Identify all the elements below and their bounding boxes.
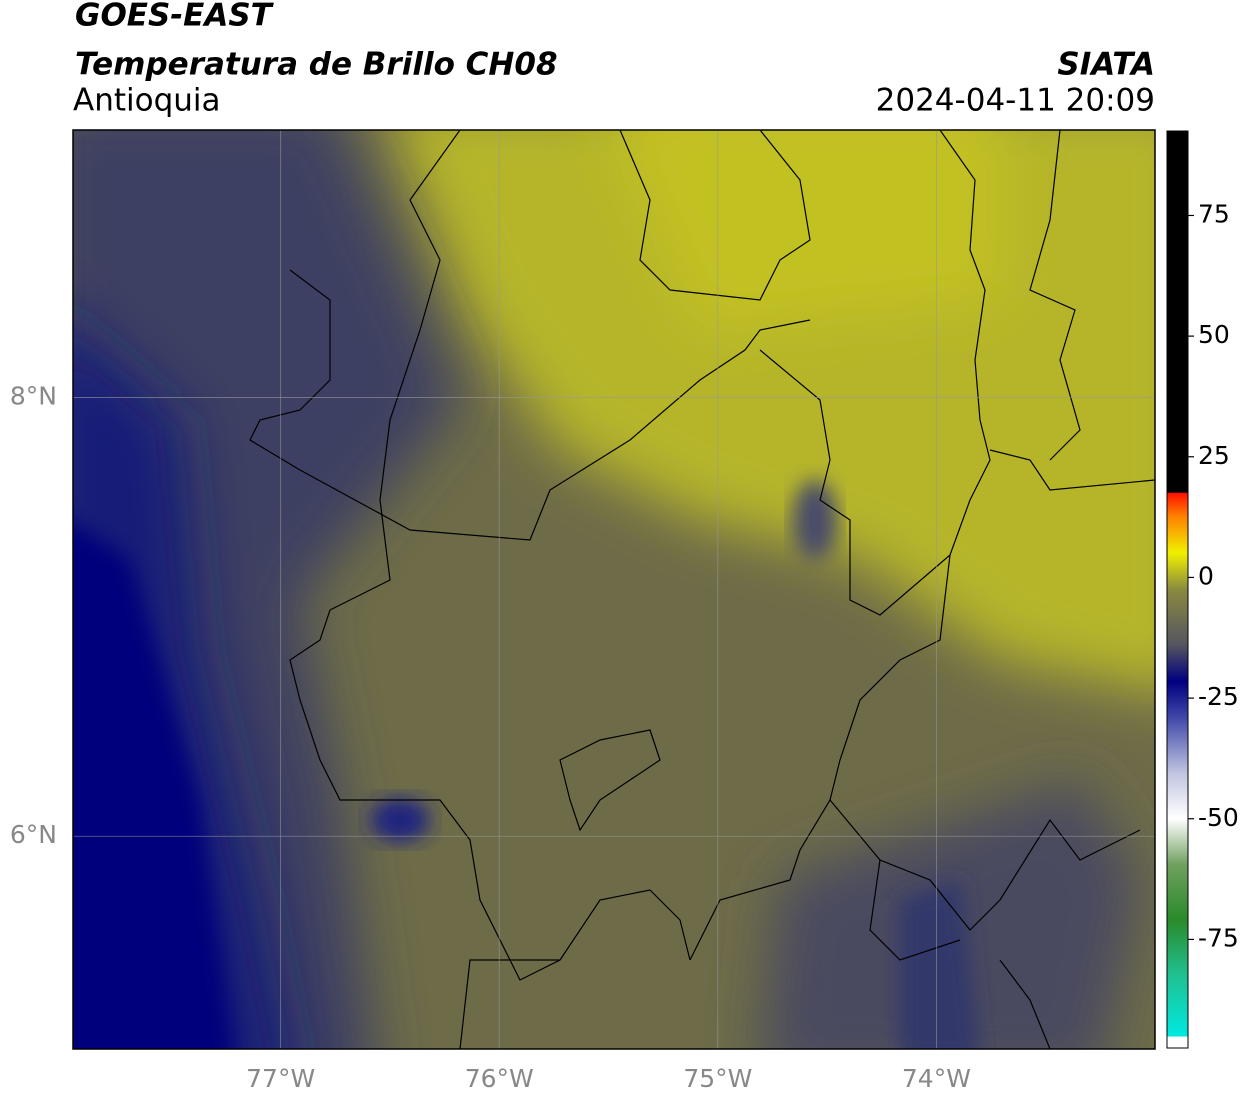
y-tick-label: 6°N bbox=[10, 820, 57, 849]
colorbar-tick-label: 50 bbox=[1198, 320, 1230, 349]
x-tick-label: 75°W bbox=[683, 1064, 752, 1093]
colorbar-tick-label: -75 bbox=[1198, 923, 1239, 952]
map-frame bbox=[72, 129, 1156, 1050]
colorbar-tick-label: -50 bbox=[1198, 803, 1239, 832]
colorbar-tick-label: -25 bbox=[1198, 682, 1239, 711]
map-image bbox=[73, 130, 1155, 1049]
colorbar-tick-label: 0 bbox=[1198, 561, 1214, 590]
timestamp: 2024-04-11 20:09 bbox=[876, 83, 1155, 119]
colorbar bbox=[1166, 130, 1189, 1049]
region: Antioquia bbox=[73, 83, 221, 119]
x-tick-label: 77°W bbox=[246, 1064, 315, 1093]
x-tick-label: 74°W bbox=[902, 1064, 971, 1093]
colorbar-tick-label: 75 bbox=[1198, 199, 1230, 228]
title: GOES-EAST bbox=[75, 0, 275, 34]
colorbar-tick-label: 25 bbox=[1198, 441, 1230, 470]
source: SIATA bbox=[1057, 47, 1155, 83]
x-tick-label: 76°W bbox=[465, 1064, 534, 1093]
subtitle: Temperatura de Brillo CH08 bbox=[75, 47, 558, 83]
y-tick-label: 8°N bbox=[10, 382, 57, 411]
